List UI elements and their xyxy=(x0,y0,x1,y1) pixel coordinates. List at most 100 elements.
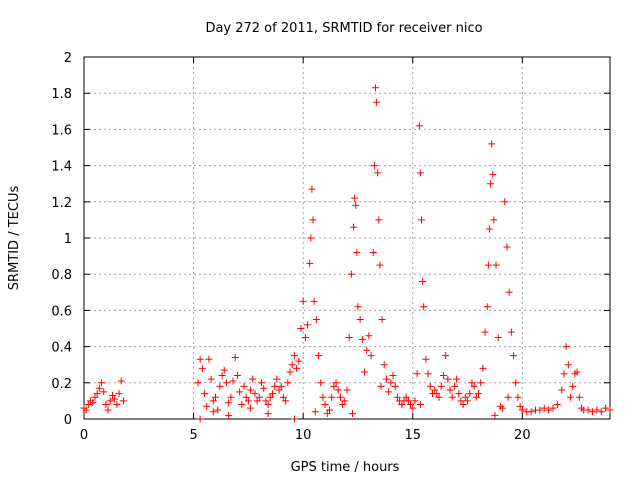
data-point xyxy=(477,379,485,387)
data-point xyxy=(306,259,314,267)
x-tick-label: 0 xyxy=(80,428,88,443)
data-point xyxy=(491,411,499,419)
data-point xyxy=(415,122,423,130)
data-point xyxy=(119,397,127,405)
data-point xyxy=(240,382,248,390)
data-point xyxy=(352,201,360,209)
data-point xyxy=(365,332,373,340)
x-axis-label: GPS time / hours xyxy=(291,460,400,475)
data-point xyxy=(249,375,257,383)
data-point xyxy=(295,357,303,365)
data-point xyxy=(196,415,204,423)
data-point xyxy=(271,382,279,390)
grid-lines xyxy=(84,57,610,419)
data-point xyxy=(328,393,336,401)
data-point xyxy=(371,84,379,92)
data-point xyxy=(499,404,507,412)
data-point xyxy=(377,382,385,390)
data-point xyxy=(286,368,294,376)
data-point xyxy=(457,397,465,405)
axis-ticks xyxy=(83,56,610,420)
x-tick-label: 5 xyxy=(189,428,197,443)
data-point xyxy=(301,334,309,342)
data-point xyxy=(374,169,382,177)
data-point xyxy=(336,393,344,401)
data-point xyxy=(501,198,509,206)
data-point xyxy=(304,321,312,329)
data-point xyxy=(382,375,390,383)
data-point xyxy=(343,386,351,394)
data-point xyxy=(277,382,285,390)
data-point xyxy=(334,386,342,394)
data-point xyxy=(455,390,463,398)
data-point xyxy=(95,384,103,392)
data-point xyxy=(584,406,592,414)
data-point xyxy=(510,352,518,360)
data-point xyxy=(348,410,356,418)
data-point xyxy=(558,386,566,394)
data-point xyxy=(487,180,495,188)
data-point xyxy=(490,216,498,224)
data-point xyxy=(194,379,202,387)
data-point xyxy=(446,386,454,394)
data-point xyxy=(307,234,315,242)
data-point xyxy=(494,334,502,342)
plot-frame xyxy=(83,56,611,420)
data-point xyxy=(113,401,121,409)
data-point xyxy=(367,352,375,360)
data-point xyxy=(102,401,110,409)
data-point xyxy=(448,393,456,401)
data-point xyxy=(214,406,222,414)
data-point xyxy=(236,388,244,396)
data-point xyxy=(416,401,424,409)
data-point xyxy=(260,384,268,392)
data-point xyxy=(606,406,614,414)
data-point xyxy=(512,379,520,387)
data-point xyxy=(588,408,596,416)
data-point xyxy=(351,194,359,202)
data-point xyxy=(407,401,415,409)
data-point xyxy=(516,402,524,410)
data-point xyxy=(315,352,323,360)
data-point xyxy=(345,334,353,342)
y-axis-label: SRMTID / TECUs xyxy=(7,186,22,291)
data-point xyxy=(325,406,333,414)
data-point xyxy=(209,408,217,416)
data-point xyxy=(472,393,480,401)
data-point xyxy=(567,393,575,401)
data-point xyxy=(98,379,106,387)
data-point xyxy=(108,391,116,399)
data-point xyxy=(464,397,472,405)
data-point xyxy=(358,335,366,343)
data-point xyxy=(323,410,331,418)
y-tick-label: 0.6 xyxy=(51,304,72,319)
data-point xyxy=(385,388,393,396)
tick-labels: 00.20.40.60.811.21.41.61.820 5 10 15 20 xyxy=(51,51,530,443)
data-point xyxy=(481,328,489,336)
data-point xyxy=(402,393,410,401)
data-point xyxy=(569,382,577,390)
data-point xyxy=(229,377,237,385)
data-point xyxy=(442,352,450,360)
data-point xyxy=(106,397,114,405)
data-point xyxy=(489,171,497,179)
data-point xyxy=(82,406,90,414)
data-point xyxy=(268,390,276,398)
data-point xyxy=(373,98,381,106)
data-point xyxy=(450,382,458,390)
data-point xyxy=(218,372,226,380)
data-point xyxy=(354,303,362,311)
data-point xyxy=(282,397,290,405)
data-point xyxy=(409,404,417,412)
y-tick-label: 0.8 xyxy=(51,268,72,283)
data-point xyxy=(264,410,272,418)
x-tick-label: 10 xyxy=(295,428,312,443)
data-point xyxy=(117,377,125,385)
data-point xyxy=(391,382,399,390)
data-point xyxy=(216,382,224,390)
data-point xyxy=(389,372,397,380)
data-point xyxy=(514,393,522,401)
data-point xyxy=(309,216,317,224)
x-tick-label: 15 xyxy=(404,428,421,443)
